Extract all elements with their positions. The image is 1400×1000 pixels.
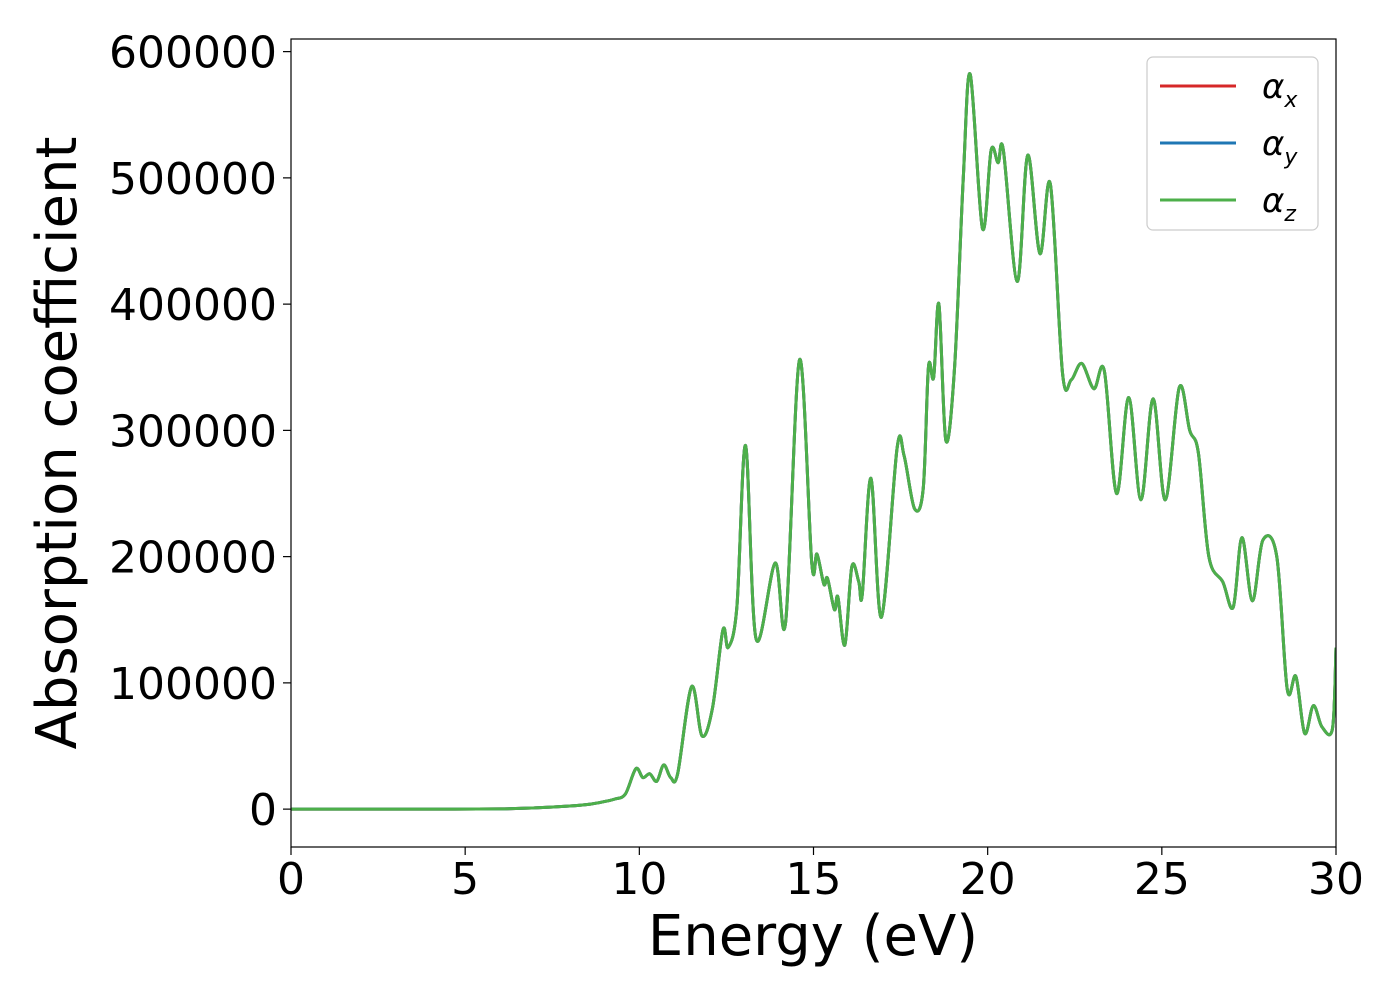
- y-tick-label: 400000: [109, 280, 277, 331]
- y-axis-title: Absorption coefficient: [25, 137, 90, 750]
- y-tick-label: 200000: [109, 533, 277, 584]
- legend: αx αy αz: [1146, 56, 1319, 231]
- x-axis-title: Energy (eV): [648, 904, 978, 969]
- legend-label-alpha-z: αz: [1262, 181, 1296, 227]
- x-tick-label: 5: [451, 854, 479, 905]
- x-tick-label: 0: [277, 854, 305, 905]
- series-line-alpha-z: [291, 72, 1336, 811]
- x-axis-ticks: 0 5 10 15 20 25 30: [277, 847, 1364, 905]
- x-tick-label: 15: [786, 854, 842, 905]
- legend-label-alpha-y: αy: [1262, 124, 1298, 170]
- x-tick-label: 25: [1134, 854, 1190, 905]
- y-tick-label: 100000: [109, 659, 277, 710]
- y-tick-label: 500000: [109, 154, 277, 205]
- y-axis-ticks: 0 100000 200000 300000 400000 500000 600000: [109, 28, 291, 836]
- y-tick-label: 600000: [109, 28, 277, 79]
- series-layer: [291, 72, 1336, 811]
- y-tick-label: 300000: [109, 406, 277, 457]
- x-tick-label: 30: [1308, 854, 1364, 905]
- y-tick-label: 0: [249, 785, 277, 836]
- x-tick-label: 20: [960, 854, 1016, 905]
- legend-label-alpha-x: αx: [1262, 67, 1298, 113]
- x-tick-label: 10: [611, 854, 667, 905]
